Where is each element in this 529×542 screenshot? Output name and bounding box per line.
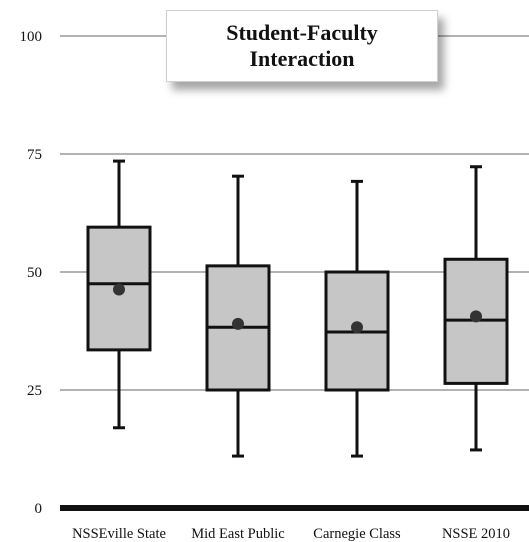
x-category-label-2: Mid East Public [191,526,284,542]
y-tick-label-100: 100 [20,29,43,45]
box-4 [445,167,507,450]
y-tick-label-25: 25 [27,383,42,399]
y-tick-label-75: 75 [27,147,42,163]
x-category-label-4: NSSE 2010 [442,526,510,542]
x-category-label-3: Carnegie Class [313,526,401,542]
y-axis-tick-labels: 0 25 50 75 100 [20,29,43,517]
chart-title-line-1: Student-Faculty [226,20,378,46]
box-series [88,161,507,456]
chart-title: Student-Faculty Interaction [166,10,438,82]
box-3 [326,181,388,456]
mean-marker [113,283,125,295]
y-tick-label-50: 50 [27,265,42,281]
box-2 [207,176,269,456]
mean-marker [351,321,363,333]
mean-marker [232,318,244,330]
box-1 [88,161,150,428]
y-tick-label-0: 0 [35,501,43,517]
x-category-label-1: NSSEville State [72,526,166,542]
x-axis-category-labels: NSSEville State Mid East Public Carnegie C… [72,526,510,542]
chart-title-line-2: Interaction [249,46,354,72]
mean-marker [470,310,482,322]
